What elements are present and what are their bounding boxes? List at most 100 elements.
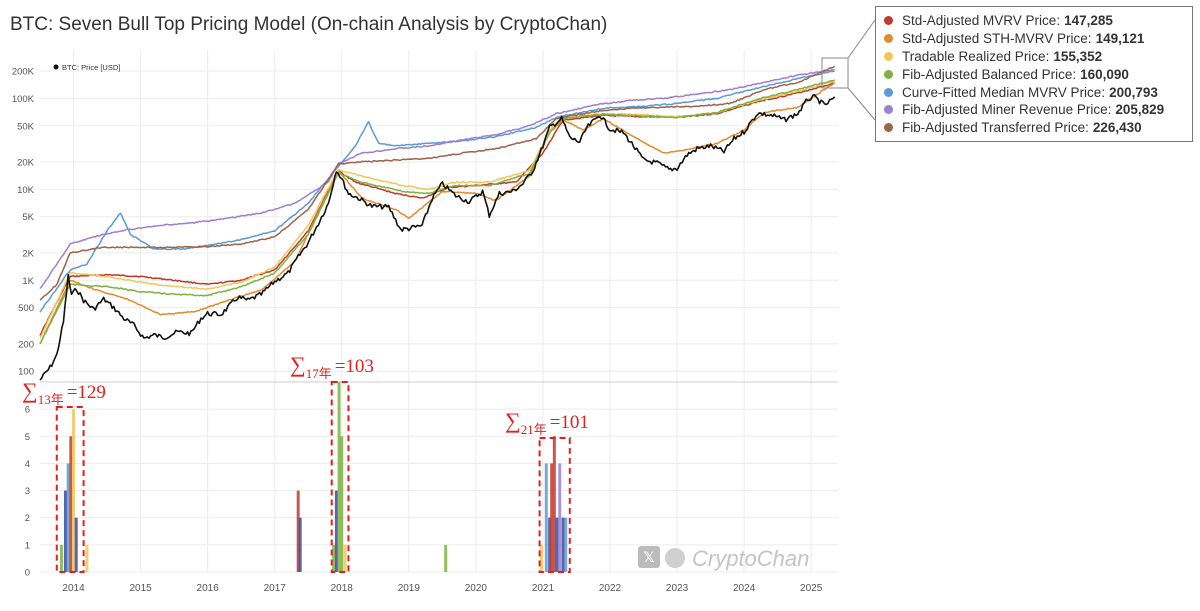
- legend-swatch: [884, 123, 893, 133]
- bar: [337, 382, 341, 572]
- legend-value: 147,285: [1064, 13, 1113, 29]
- y-tick-label: 5K: [22, 212, 34, 223]
- annotation-label: ∑17年 =103: [290, 352, 374, 381]
- bar: [66, 463, 70, 572]
- model-line-6: [39, 69, 835, 290]
- bar: [343, 544, 347, 572]
- x-tick-label: 2021: [532, 583, 555, 594]
- x-tick-label: 2024: [733, 583, 756, 594]
- bar: [332, 544, 336, 572]
- x-tick-label: 2014: [62, 583, 85, 594]
- legend-value: 205,829: [1115, 102, 1165, 118]
- model-line-5: [39, 70, 835, 313]
- bar: [298, 517, 302, 572]
- y-tick-label: 1K: [22, 276, 34, 287]
- series-layer: [39, 65, 836, 381]
- bar: [334, 490, 338, 572]
- lower-y-tick-label: 1: [25, 540, 30, 551]
- bar: [561, 517, 565, 572]
- legend-item: Fib-Adjusted Transferred Price: 226,430: [884, 119, 1192, 137]
- model-line-1: [39, 82, 835, 336]
- x-tick-label: 2017: [264, 583, 287, 594]
- bar: [444, 544, 448, 572]
- legend-label: Curve-Fitted Median MVRV Price:: [902, 84, 1106, 100]
- legend-label: Std-Adjusted MVRV Price:: [902, 13, 1061, 29]
- legend-value: 226,430: [1092, 120, 1142, 136]
- zoom-connector-top: [847, 19, 876, 59]
- legend-label: Tradable Realized Price:: [902, 48, 1050, 64]
- legend: Std-Adjusted MVRV Price: 147,285 Std-Adjus…: [875, 6, 1193, 142]
- bar: [550, 463, 554, 572]
- x-tick-label: 2019: [398, 583, 421, 594]
- bar: [564, 517, 568, 572]
- x-tick-label: 2015: [129, 583, 152, 594]
- bar-layer: [59, 382, 568, 572]
- bar: [74, 517, 78, 572]
- legend-item: Fib-Adjusted Miner Revenue Price: 205,829: [884, 101, 1192, 119]
- grid-layer: [40, 50, 838, 573]
- lower-y-tick-label: 2: [25, 513, 30, 524]
- inner-legend-label: BTC: Price [USD]: [62, 63, 120, 72]
- legend-value: 149,121: [1095, 31, 1145, 47]
- legend-label: Fib-Adjusted Balanced Price:: [902, 66, 1077, 82]
- legend-swatch: [884, 87, 893, 97]
- y-tick-label: 200K: [12, 67, 35, 78]
- axis-layer: 2014 2015 2016 2017 2018 2019 2020 2021 2022 2023…: [12, 19, 876, 594]
- legend-item: Tradable Realized Price: 155,352: [884, 48, 1192, 66]
- zoom-connector-bottom: [847, 87, 876, 121]
- x-tick-label: 2018: [331, 583, 354, 594]
- legend-swatch: [884, 69, 893, 79]
- inner-legend-dot: [53, 64, 59, 70]
- legend-item: Std-Adjusted MVRV Price: 147,285: [884, 12, 1192, 30]
- annotation-label: ∑13年 =129: [22, 378, 106, 407]
- legend-swatch: [884, 16, 893, 26]
- legend-item: Fib-Adjusted Balanced Price: 160,090: [884, 65, 1192, 83]
- annotation-box: [330, 381, 350, 573]
- mascot-icon: [665, 548, 685, 568]
- x-logo-icon: [638, 546, 660, 568]
- legend-item: Std-Adjusted STH-MVRV Price: 149,121: [884, 30, 1192, 48]
- annotation-layer: ∑13年 =129 ∑17年 =103 ∑21年 =101: [22, 352, 589, 573]
- lower-y-tick-label: 5: [25, 432, 30, 443]
- bar: [552, 436, 556, 572]
- legend-label: Std-Adjusted STH-MVRV Price:: [902, 31, 1092, 47]
- y-tick-label: 500: [18, 303, 34, 314]
- lower-y-tick-label: 0: [25, 568, 30, 579]
- y-tick-label: 20K: [17, 157, 35, 168]
- x-tick-label: 2022: [599, 583, 622, 594]
- zoom-box: [821, 57, 849, 89]
- legend-value: 200,793: [1109, 84, 1158, 100]
- annotation-box: [538, 437, 571, 573]
- legend-value: 160,090: [1080, 66, 1129, 82]
- y-tick-label: 100: [18, 367, 34, 378]
- watermark: 𝕏 CryptoChan: [638, 546, 809, 571]
- y-tick-label: 200: [18, 339, 34, 350]
- model-line-2: [39, 82, 836, 344]
- y-tick-label: 50K: [17, 121, 35, 132]
- model-line-3: [39, 80, 835, 339]
- bar: [59, 544, 63, 572]
- model-line-4: [39, 79, 835, 345]
- bar: [340, 436, 344, 572]
- watermark-text: CryptoChan: [692, 546, 809, 571]
- x-tick-label: 2023: [666, 583, 689, 594]
- bar: [548, 517, 552, 572]
- bar: [69, 436, 73, 572]
- legend-label: Fib-Adjusted Transferred Price:: [902, 120, 1089, 136]
- bar: [555, 517, 559, 572]
- y-tick-label: 100K: [12, 94, 35, 105]
- bar: [63, 490, 67, 572]
- bar: [85, 544, 89, 572]
- lower-y-tick-label: 3: [25, 486, 30, 497]
- price-line: [39, 94, 836, 381]
- model-line-7: [39, 65, 836, 301]
- legend-item: Curve-Fitted Median MVRV Price: 200,793: [884, 83, 1192, 101]
- bar: [558, 463, 562, 572]
- annotation-label: ∑21年 =101: [505, 408, 589, 437]
- legend-swatch: [884, 34, 893, 44]
- legend-swatch: [884, 105, 893, 115]
- legend-label: Fib-Adjusted Miner Revenue Price:: [902, 102, 1112, 118]
- bar: [544, 463, 548, 572]
